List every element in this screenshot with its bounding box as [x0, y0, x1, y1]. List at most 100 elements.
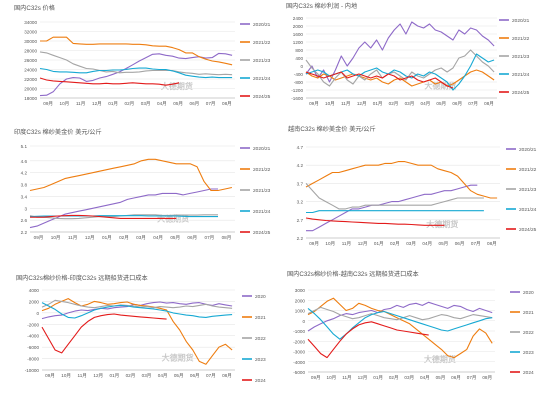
- x-tick-label: 10月: [325, 101, 335, 107]
- series-line-2020-21: [306, 184, 478, 232]
- x-tick-label: 01月: [373, 101, 383, 107]
- x-tick-label: 05月: [173, 101, 183, 107]
- x-tick-label: 05月: [170, 235, 180, 241]
- x-tick-label: 12月: [357, 101, 367, 107]
- x-tick-label: 12月: [358, 241, 368, 247]
- x-tick-label: 07月: [205, 235, 215, 241]
- y-tick-label: -400: [294, 72, 304, 77]
- y-tick-label: 18000: [24, 96, 37, 101]
- y-tick-label: 1600: [293, 32, 304, 37]
- y-tick-label: 2400: [293, 16, 304, 21]
- series-line-2022: [307, 306, 493, 321]
- y-tick-label: 0: [300, 64, 303, 69]
- x-tick-label: 10月: [325, 241, 335, 247]
- y-tick-label: 26000: [24, 58, 37, 63]
- legend-label: 2021/23: [253, 58, 271, 64]
- y-tick-label: 800: [295, 48, 303, 53]
- x-tick-label: 06月: [190, 101, 200, 107]
- legend-label: 2024/25: [512, 90, 530, 96]
- x-tick-label: 06月: [187, 235, 197, 241]
- y-tick-label: 400: [295, 56, 303, 61]
- y-tick-label: 32000: [24, 30, 37, 35]
- legend-label: 2021/22: [253, 167, 271, 173]
- x-tick-label: 09月: [34, 235, 44, 241]
- x-tick-label: 10月: [327, 375, 337, 381]
- y-tick-label: -5000: [293, 370, 305, 375]
- series-line-2020: [307, 301, 493, 332]
- x-tick-label: 12月: [92, 101, 102, 107]
- x-tick-label: 08月: [487, 241, 497, 247]
- x-tick-label: 03月: [406, 241, 416, 247]
- series-line-2021-24: [306, 210, 484, 214]
- series-line-2021-22: [40, 36, 233, 66]
- legend-label: 2021/23: [519, 187, 537, 193]
- x-tick-label: 04月: [153, 235, 163, 241]
- y-tick-label: 4000: [29, 288, 40, 293]
- x-tick-label: 09月: [309, 101, 319, 107]
- series-line-2024-25: [305, 217, 445, 226]
- y-tick-label: 2000: [295, 298, 306, 303]
- x-tick-label: 12月: [93, 373, 103, 379]
- x-tick-label: 01月: [110, 373, 120, 379]
- y-tick-label: -4000: [27, 334, 39, 339]
- y-tick-label: 2.7: [297, 218, 304, 223]
- x-tick-label: 04月: [420, 375, 430, 381]
- legend-label: 2024/25: [253, 230, 271, 236]
- x-tick-label: 09月: [43, 101, 53, 107]
- series-line-2023: [41, 302, 233, 319]
- x-tick-label: 07月: [206, 101, 216, 107]
- legend-label: 2021: [523, 310, 534, 316]
- watermark: 大德期货: [161, 81, 193, 91]
- y-tick-label: 20000: [24, 87, 37, 92]
- x-tick-label: 10月: [51, 235, 61, 241]
- series-line-2021-24: [39, 67, 233, 79]
- y-tick-label: 3000: [295, 288, 306, 293]
- x-tick-label: 02月: [389, 101, 399, 107]
- x-tick-label: 06月: [455, 241, 465, 247]
- x-tick-label: 02月: [125, 101, 135, 107]
- legend-label: 2021/23: [253, 188, 271, 194]
- x-tick-label: 11月: [68, 235, 77, 241]
- x-tick-label: 05月: [436, 375, 446, 381]
- x-tick-label: 08月: [222, 101, 232, 107]
- series-line-2021-23: [39, 51, 233, 76]
- legend-label: 2021/22: [512, 36, 530, 42]
- watermark: 大德期货: [424, 354, 456, 364]
- series-line-2021-23: [305, 183, 484, 210]
- y-tick-label: -2000: [27, 322, 39, 327]
- legend-label: 2020/21: [512, 18, 530, 24]
- series-line-2020-21: [305, 21, 495, 83]
- legend-label: 2023: [255, 357, 266, 363]
- legend-label: 2021/22: [519, 167, 537, 173]
- x-tick-label: 03月: [404, 375, 414, 381]
- y-tick-label: 2.2: [297, 236, 304, 241]
- y-tick-label: -2000: [293, 339, 305, 344]
- y-tick-label: -4000: [293, 360, 305, 365]
- x-tick-label: 09月: [311, 375, 321, 381]
- y-tick-label: 3.4: [21, 194, 28, 199]
- y-tick-label: -1200: [291, 88, 303, 93]
- x-tick-label: 07月: [471, 241, 481, 247]
- y-tick-label: -8000: [27, 357, 39, 362]
- y-tick-label: 2000: [29, 299, 40, 304]
- y-tick-label: 5.1: [21, 144, 28, 149]
- chart-title: 越南C32s 棉纱美金价 美元/公斤: [288, 125, 376, 133]
- x-tick-label: 04月: [158, 373, 168, 379]
- series-line-2022: [41, 299, 233, 309]
- y-tick-label: 34000: [24, 20, 37, 25]
- y-tick-label: 2000: [293, 24, 304, 29]
- x-tick-label: 01月: [374, 241, 384, 247]
- series-line-2021: [41, 298, 233, 365]
- x-tick-label: 01月: [102, 235, 112, 241]
- x-tick-label: 04月: [422, 241, 432, 247]
- series-line-2024-25: [39, 77, 180, 86]
- x-tick-label: 08月: [482, 375, 492, 381]
- y-tick-label: -6000: [27, 345, 39, 350]
- x-tick-label: 07月: [206, 373, 216, 379]
- y-tick-label: 1000: [295, 309, 306, 314]
- y-tick-label: 3.8: [21, 183, 28, 188]
- x-tick-label: 02月: [119, 235, 129, 241]
